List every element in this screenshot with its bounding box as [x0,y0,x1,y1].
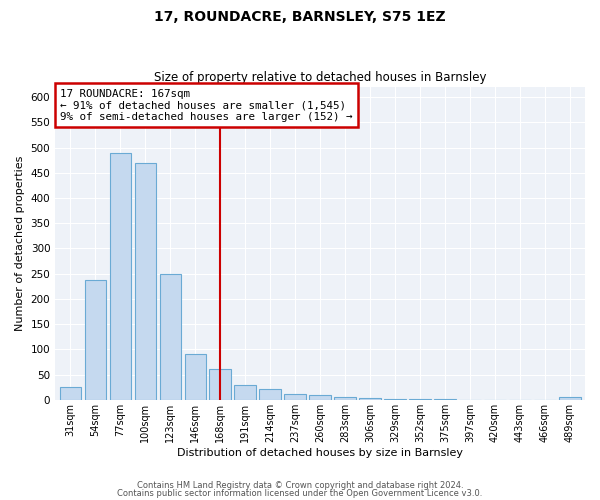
Bar [284,394,306,400]
Text: Contains public sector information licensed under the Open Government Licence v3: Contains public sector information licen… [118,488,482,498]
Bar [559,398,581,400]
Title: Size of property relative to detached houses in Barnsley: Size of property relative to detached ho… [154,72,487,85]
Bar [110,152,131,400]
Bar [85,280,106,400]
Bar [385,399,406,400]
Bar [259,388,281,400]
Y-axis label: Number of detached properties: Number of detached properties [15,156,25,331]
Text: Contains HM Land Registry data © Crown copyright and database right 2024.: Contains HM Land Registry data © Crown c… [137,481,463,490]
Bar [209,368,231,400]
Bar [185,354,206,400]
Bar [59,387,81,400]
Bar [235,384,256,400]
Bar [310,394,331,400]
Text: 17, ROUNDACRE, BARNSLEY, S75 1EZ: 17, ROUNDACRE, BARNSLEY, S75 1EZ [154,10,446,24]
Bar [334,398,356,400]
Text: 17 ROUNDACRE: 167sqm
← 91% of detached houses are smaller (1,545)
9% of semi-det: 17 ROUNDACRE: 167sqm ← 91% of detached h… [61,88,353,122]
Bar [160,274,181,400]
X-axis label: Distribution of detached houses by size in Barnsley: Distribution of detached houses by size … [177,448,463,458]
Bar [134,162,156,400]
Bar [359,398,380,400]
